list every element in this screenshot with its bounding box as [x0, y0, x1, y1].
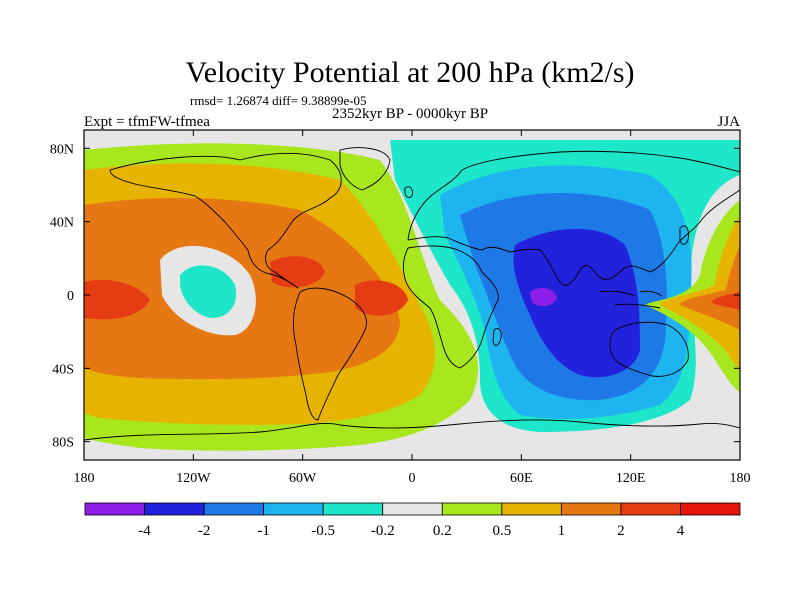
- field-band-2-atlantic: [355, 280, 408, 316]
- lon-tick-label: 60W: [289, 471, 317, 486]
- colorbar-label: -2: [198, 523, 211, 539]
- lat-tick-label: 0: [67, 289, 74, 304]
- field-band-2-east: [711, 292, 740, 310]
- lon-tick-label: 0: [409, 471, 416, 486]
- coastlines: [84, 147, 740, 441]
- lon-tick-label: 180: [74, 471, 95, 486]
- colorbar-label: -1: [257, 523, 270, 539]
- coast-north-america: [109, 152, 342, 289]
- colorbar-swatch: [382, 502, 443, 516]
- lat-tick-label: 40S: [52, 362, 74, 377]
- coast-japan: [679, 225, 689, 245]
- colorbar-label: 0.2: [433, 523, 452, 539]
- figure-title: Velocity Potential at 200 hPa (km2/s): [185, 56, 634, 89]
- field-band-neg2: [513, 228, 640, 378]
- lat-tick-label: 80S: [52, 436, 74, 451]
- coast-indonesia: [599, 290, 663, 309]
- colorbar-swatch: [501, 502, 562, 516]
- field-band-1-east: [680, 245, 740, 330]
- colorbar-label: -0.5: [311, 523, 335, 539]
- experiment-label: Expt = tfmFW-tfmea: [84, 114, 210, 130]
- coast-antarctica: [84, 419, 740, 441]
- coast-uk: [404, 186, 413, 199]
- coast-madagascar: [492, 327, 502, 346]
- period-label: 2352kyr BP - 0000kyr BP: [332, 106, 488, 122]
- colorbar-swatch: [203, 502, 265, 516]
- lat-tick-label: 80N: [50, 142, 74, 157]
- colorbar-label: -0.2: [371, 523, 395, 539]
- field-band-2-west: [84, 279, 150, 320]
- field-band-neg4: [530, 288, 557, 307]
- field-band-0.5-east: [660, 215, 740, 370]
- colorbar: -4 -2 -1 -0.5 -0.2 0.2 0.5 1 2 4: [84, 502, 741, 539]
- lon-tick-label: 180: [730, 471, 751, 486]
- coast-greenland: [339, 147, 391, 191]
- coast-australia: [609, 321, 689, 377]
- lon-tick-label: 120W: [176, 471, 211, 486]
- stats-line: rmsd= 1.26874 diff= 9.38899e-05: [190, 93, 367, 108]
- colorbar-swatch: [441, 502, 503, 516]
- lon-tick-label: 60E: [510, 471, 533, 486]
- colorbar-swatch: [322, 502, 384, 516]
- colorbar-label: -4: [138, 523, 151, 539]
- field-band-neg0.2-pacific: [180, 265, 237, 318]
- velocity-potential-field: [84, 130, 740, 460]
- colorbar-swatch: [263, 502, 324, 516]
- colorbar-label: 2: [617, 523, 625, 539]
- colorbar-label: 4: [677, 523, 685, 539]
- lon-tick-label: 120E: [616, 471, 646, 486]
- colorbar-swatch: [560, 502, 622, 516]
- colorbar-swatch: [620, 502, 681, 516]
- colorbar-swatch: [144, 502, 205, 516]
- colorbar-swatch: [680, 502, 741, 516]
- colorbar-label: 0.5: [492, 523, 511, 539]
- map-axes: 180 120W 60W 0 60E 120E 180 80N 40N 0 40S 80S: [50, 130, 751, 486]
- field-band-2-caribbean: [270, 256, 325, 288]
- coast-eurasia: [407, 150, 740, 286]
- season-label: JJA: [717, 114, 740, 130]
- coast-africa: [403, 245, 499, 369]
- colorbar-swatch: [84, 502, 145, 516]
- colorbar-label: 1: [558, 523, 566, 539]
- coast-south-america: [292, 287, 367, 421]
- lat-tick-label: 40N: [50, 216, 74, 231]
